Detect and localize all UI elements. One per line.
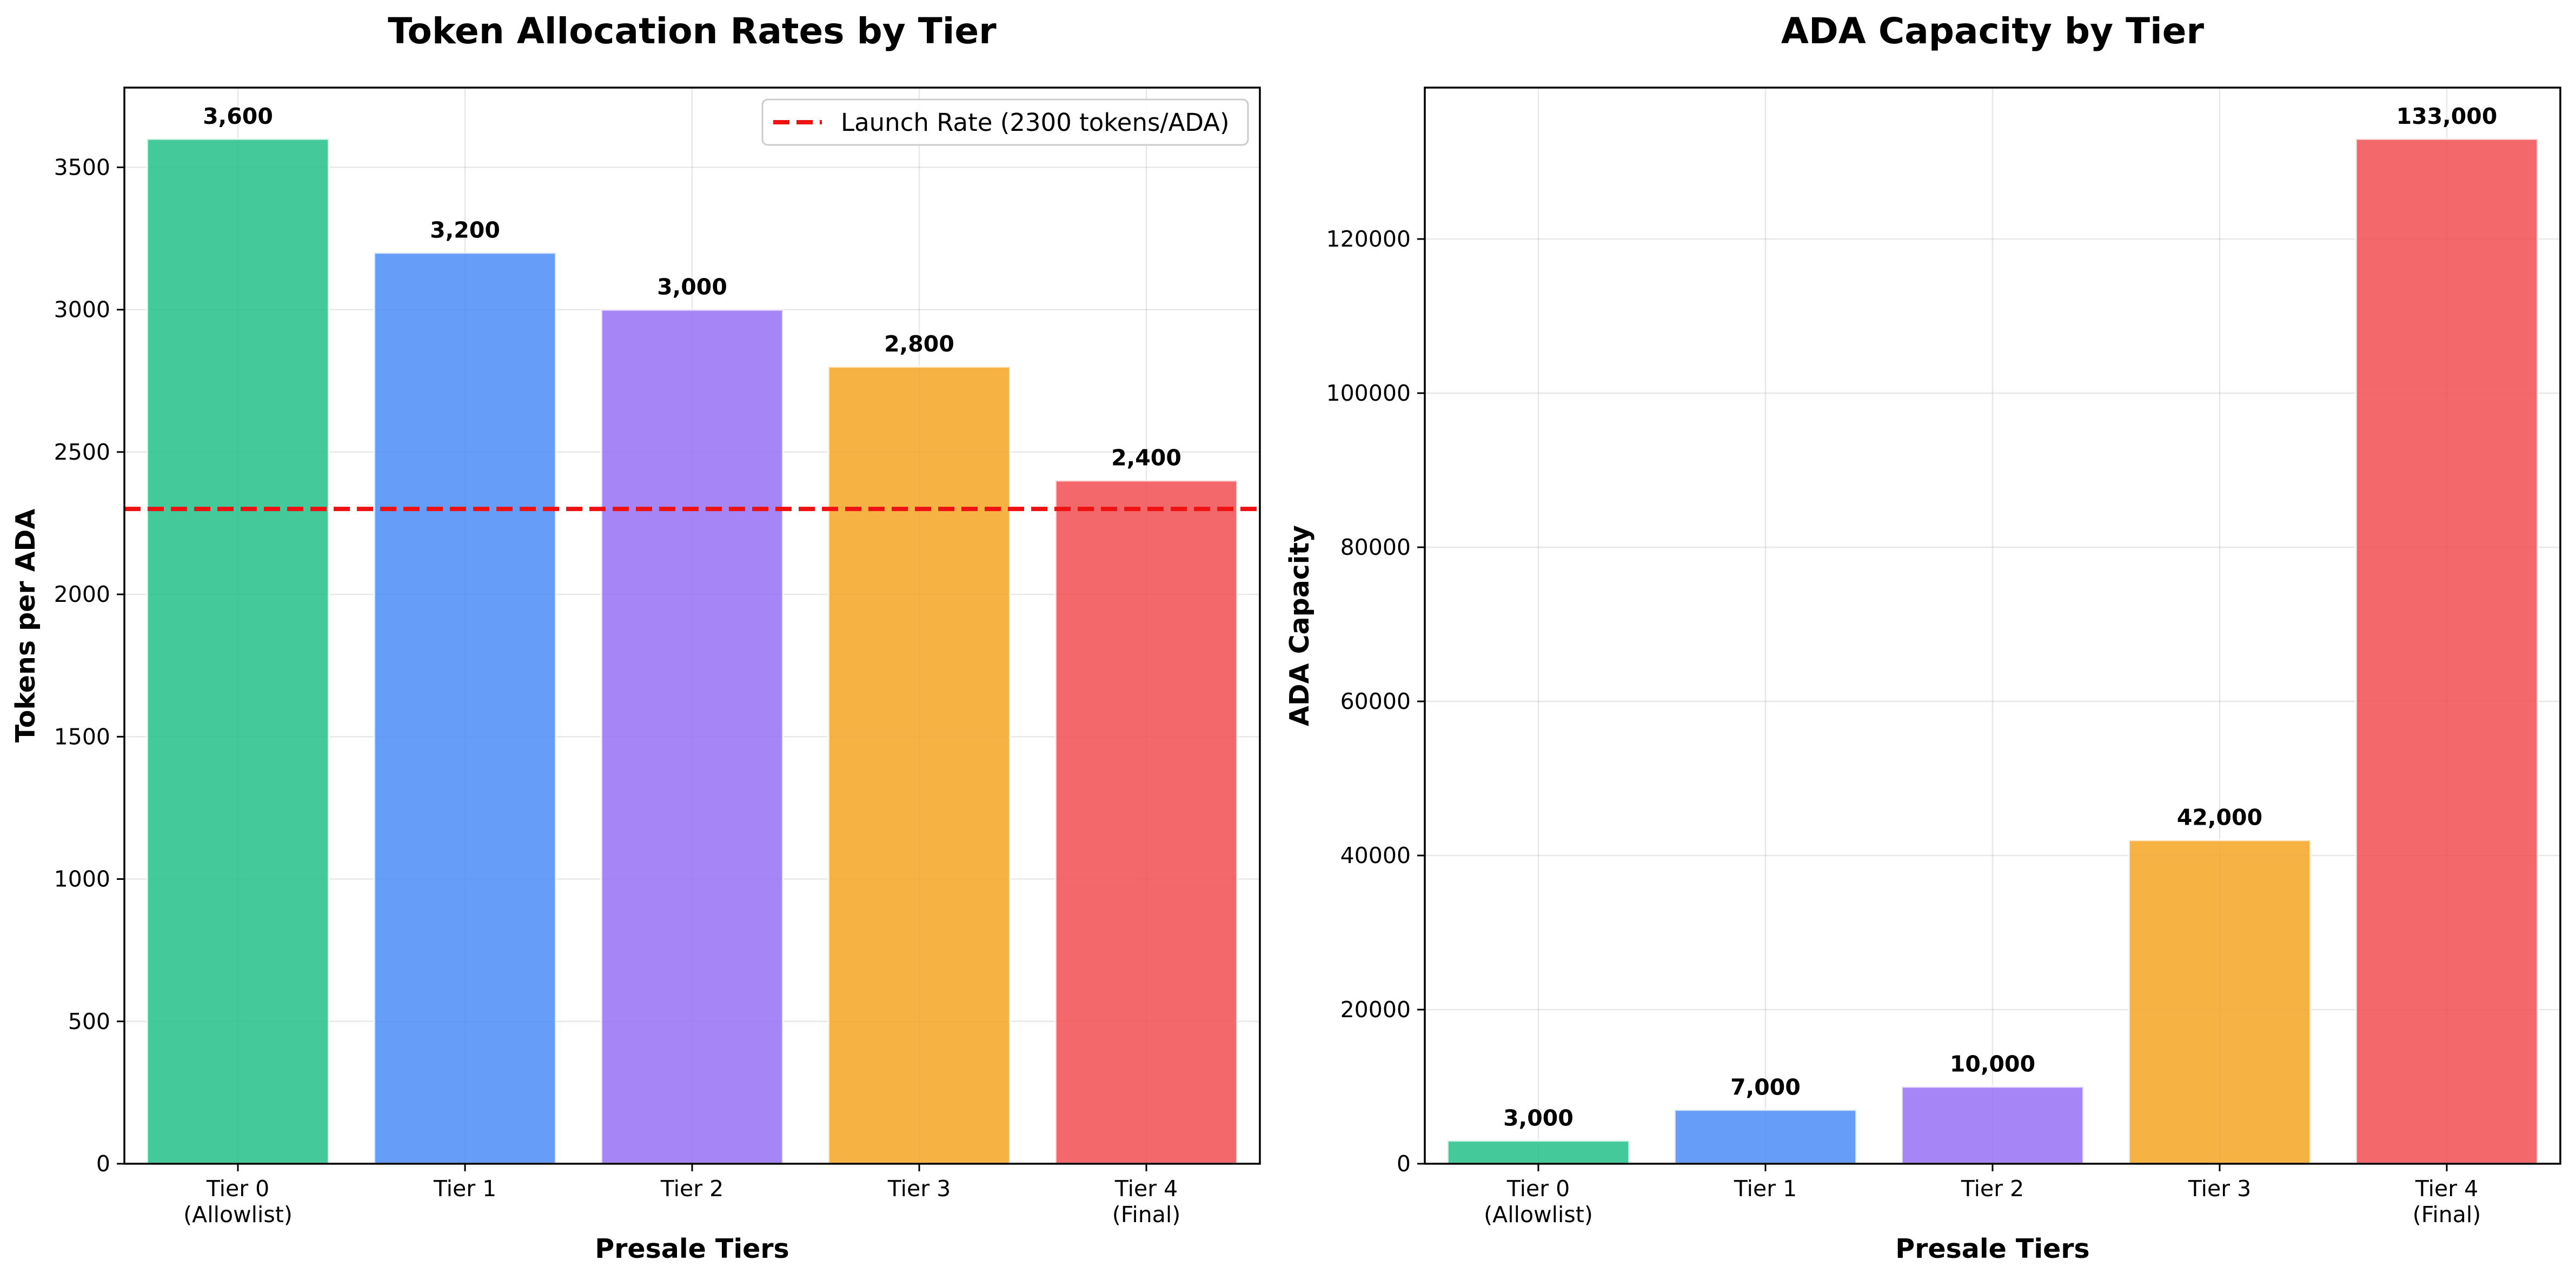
- data-label-tier-3: 2,800: [884, 331, 954, 357]
- ticks: 0 500 1000 1500 2000 2500 3000 3500 Tier 0(Allow…: [54, 87, 1261, 1228]
- bar-tier-2: [600, 308, 784, 1165]
- y-tick-label: 3500: [54, 154, 110, 180]
- y-tick-label: 500: [68, 1009, 110, 1034]
- y-tick-label: 1000: [54, 866, 110, 892]
- x-axis-label: Presale Tiers: [595, 1233, 789, 1264]
- x-tick-label: Tier 0: [206, 1176, 269, 1202]
- data-label-tier-1: 3,200: [430, 217, 500, 243]
- x-tick-label: (Allowlist): [1484, 1202, 1593, 1228]
- data-label-tier-1: 7,000: [1730, 1074, 1801, 1100]
- x-tick-label: Tier 0: [1506, 1176, 1570, 1202]
- bar-tier-4: [2355, 137, 2539, 1165]
- chart-title: Token Allocation Rates by Tier: [388, 10, 997, 52]
- y-tick-label: 100000: [1326, 380, 1411, 406]
- data-label-tier-0: 3,000: [1503, 1105, 1574, 1131]
- y-tick-label: 80000: [1340, 534, 1411, 560]
- bar-tier-1: [1674, 1109, 1857, 1165]
- y-tick-label: 40000: [1340, 843, 1411, 868]
- x-tick-label: Tier 2: [660, 1176, 723, 1202]
- bar-tier-1: [373, 251, 557, 1165]
- bar-tier-0: [1446, 1139, 1630, 1165]
- y-axis-label: Tokens per ADA: [10, 509, 41, 742]
- y-tick-label: 1500: [54, 724, 110, 750]
- y-tick-label: 20000: [1340, 997, 1411, 1023]
- x-tick-label: Tier 3: [887, 1176, 951, 1202]
- x-tick-label: Tier 3: [2188, 1176, 2251, 1202]
- y-tick-label: 2000: [54, 581, 110, 607]
- x-axis-label: Presale Tiers: [1895, 1233, 2089, 1264]
- y-tick-label: 60000: [1340, 688, 1411, 714]
- chart-title: ADA Capacity by Tier: [1781, 10, 2205, 52]
- legend-box: [761, 98, 1249, 146]
- x-tick-label: (Final): [2413, 1202, 2481, 1228]
- bar-tier-0: [146, 137, 330, 1165]
- y-tick-label: 2500: [54, 439, 110, 465]
- bars: [1446, 137, 2539, 1165]
- data-label-tier-0: 3,600: [203, 103, 273, 129]
- x-tick-label: Tier 2: [1961, 1176, 2024, 1202]
- bar-tier-3: [827, 365, 1011, 1165]
- data-label-tier-2: 3,000: [657, 274, 727, 300]
- bar-labels: 3,000 7,000 10,000 42,000 133,000: [1503, 103, 2497, 1131]
- data-label-tier-3: 42,000: [2177, 805, 2262, 831]
- x-tick-label: Tier 1: [1734, 1176, 1797, 1202]
- bars: [146, 137, 1238, 1165]
- y-tick-label: 0: [1397, 1151, 1411, 1177]
- x-tick-label: Tier 4: [1114, 1176, 1178, 1202]
- x-tick-label: Tier 4: [2415, 1176, 2478, 1202]
- bar-tier-4: [1054, 479, 1238, 1165]
- x-tick-label: (Final): [1112, 1202, 1180, 1228]
- legend: Launch Rate (2300 tokens/ADA): [761, 98, 1249, 146]
- data-label-tier-2: 10,000: [1950, 1051, 2035, 1077]
- x-tick-label: Tier 1: [433, 1176, 496, 1202]
- token-allocation-chart: 0 500 1000 1500 2000 2500 3000 3500 Tier 0(Allow…: [10, 10, 1261, 1264]
- bar-labels: 3,600 3,200 3,000 2,800 2,400: [203, 103, 1181, 471]
- x-tick-label: (Allowlist): [183, 1202, 293, 1228]
- bar-tier-3: [2128, 839, 2312, 1165]
- legend-entry-label: Launch Rate (2300 tokens/ADA): [841, 108, 1230, 137]
- bar-tier-2: [1901, 1085, 2084, 1165]
- y-tick-label: 120000: [1326, 226, 1411, 252]
- data-label-tier-4: 133,000: [2396, 103, 2498, 129]
- data-label-tier-4: 2,400: [1111, 445, 1181, 471]
- y-tick-label: 3000: [54, 297, 110, 323]
- y-tick-label: 0: [96, 1151, 110, 1177]
- y-axis-label: ADA Capacity: [1284, 525, 1315, 726]
